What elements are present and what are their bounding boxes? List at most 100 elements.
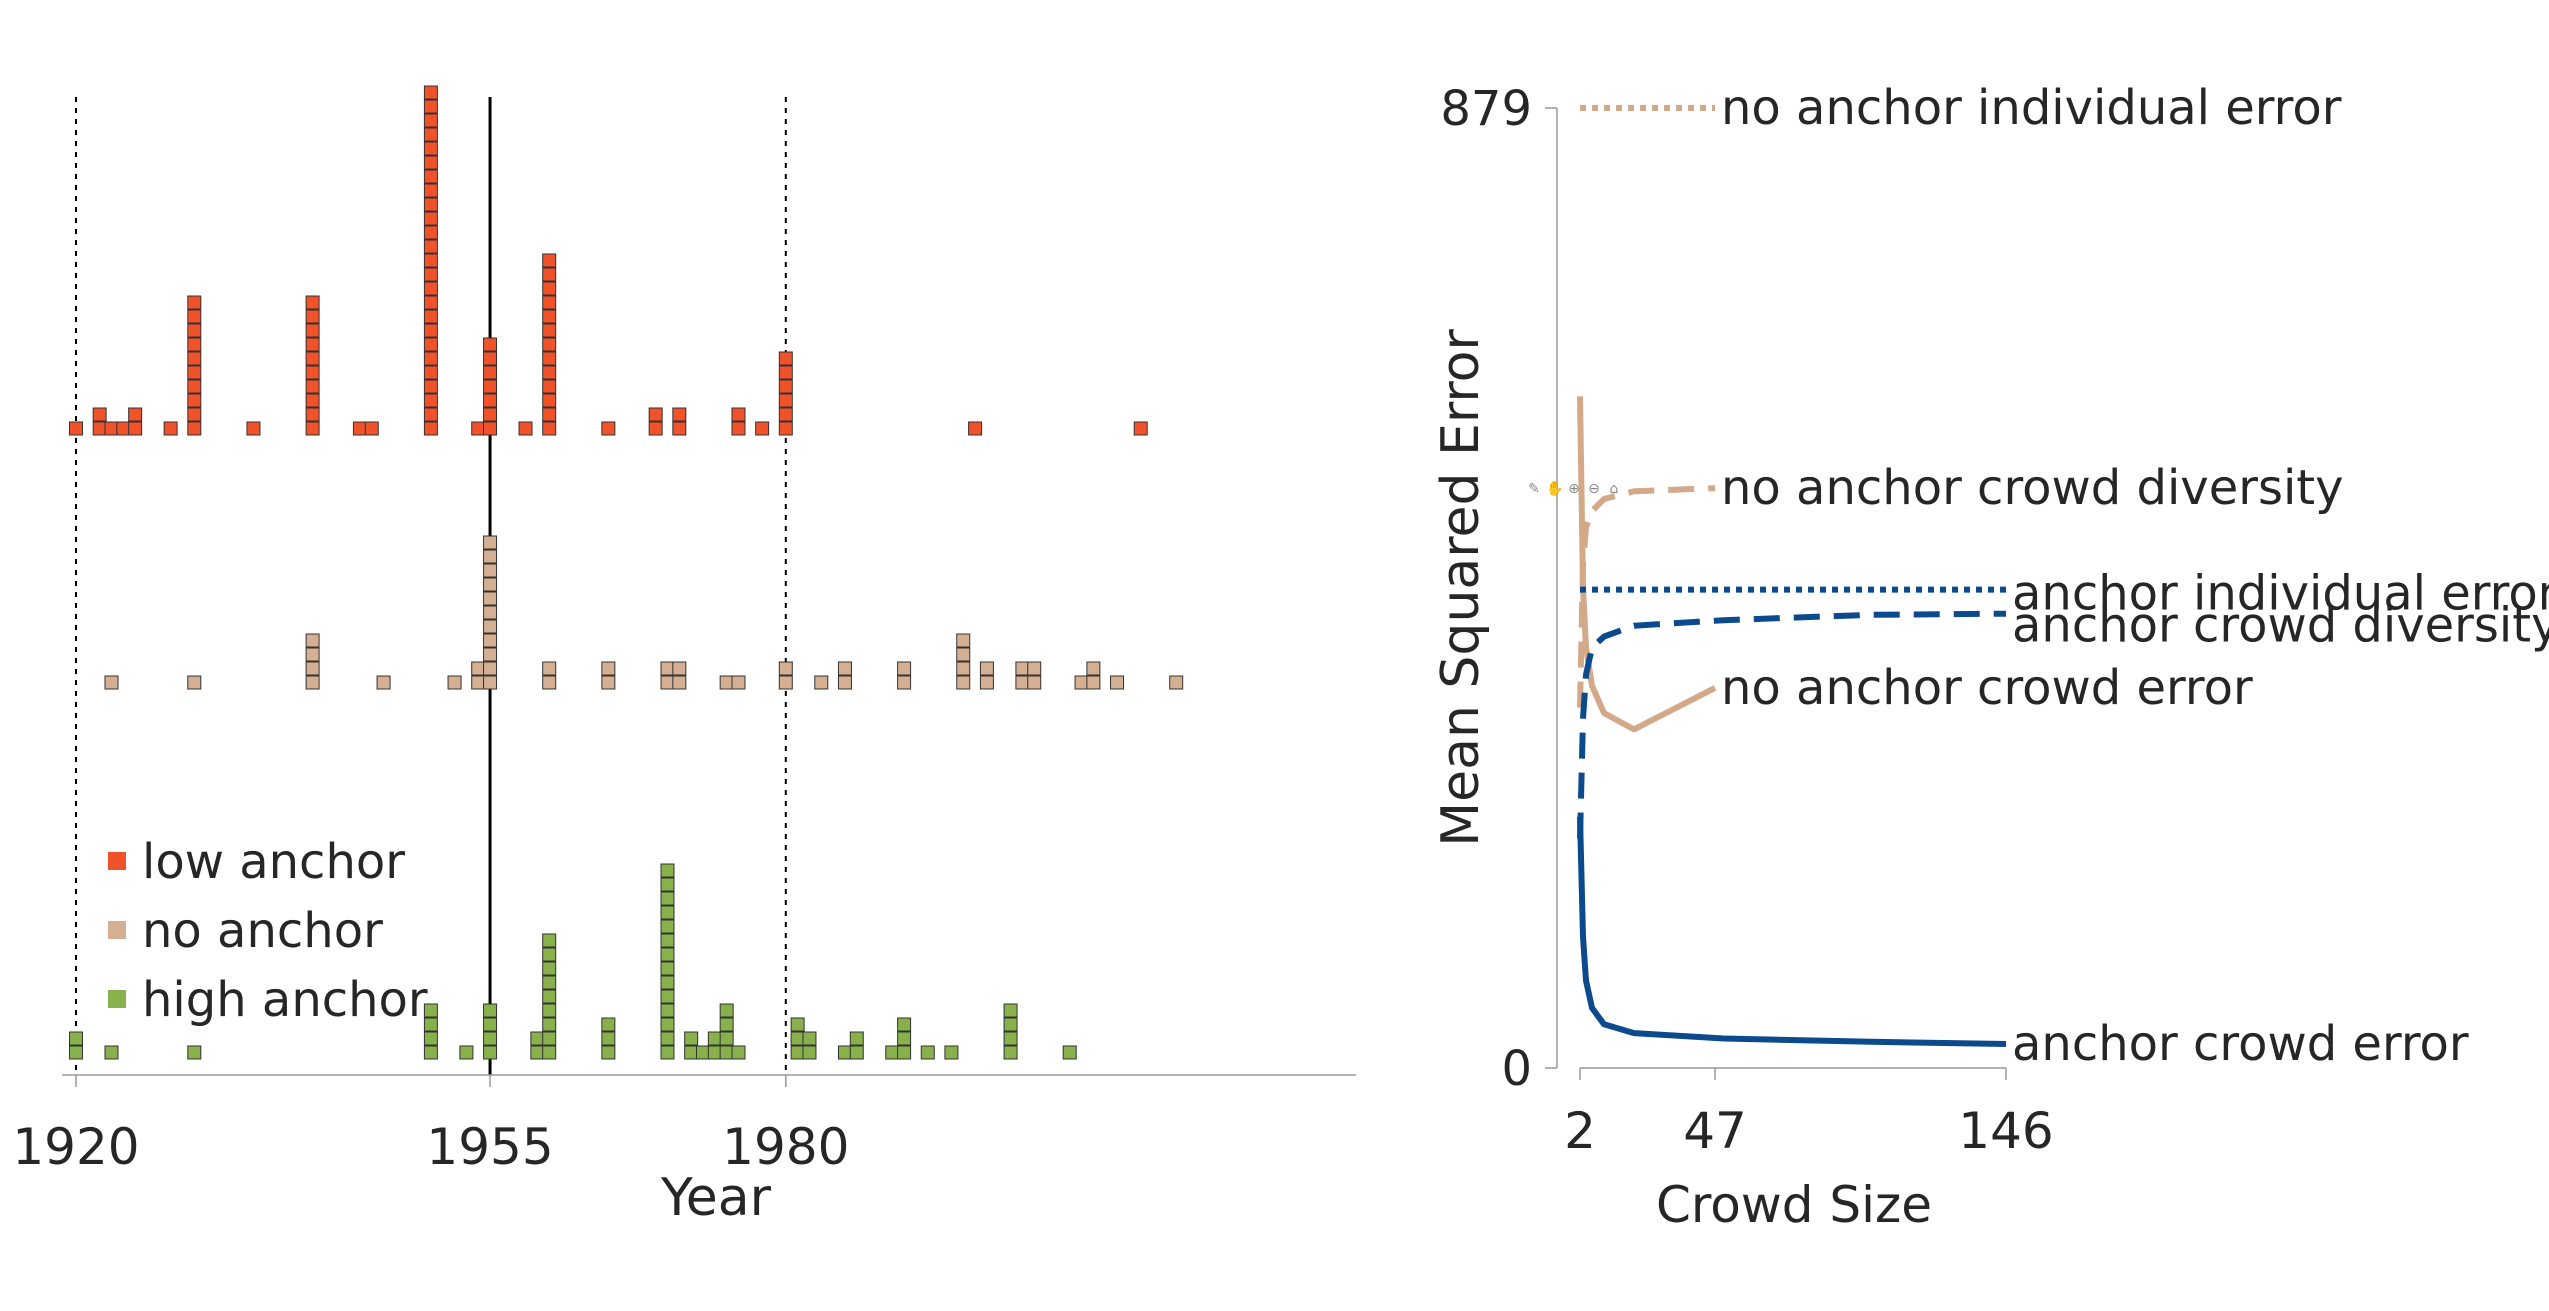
data-square [69, 1045, 83, 1060]
data-square [719, 675, 734, 690]
data-square [778, 351, 793, 366]
data-square [483, 351, 498, 366]
data-square [364, 421, 379, 436]
data-square [187, 323, 202, 338]
data-square [305, 675, 320, 690]
data-square [707, 1045, 722, 1060]
data-square [1003, 1017, 1018, 1032]
data-square [755, 421, 770, 436]
data-square [423, 141, 438, 156]
data-square [648, 407, 663, 422]
data-square [542, 661, 557, 676]
data-square [731, 407, 746, 422]
data-square [542, 933, 557, 948]
data-square [305, 393, 320, 408]
data-square [459, 1045, 474, 1060]
data-square [731, 675, 746, 690]
data-square [660, 989, 675, 1004]
data-square [660, 975, 675, 990]
series-line [1577, 610, 2007, 839]
data-square [542, 323, 557, 338]
home-icon[interactable]: ⌂ [1609, 481, 1619, 497]
data-square [1062, 1045, 1077, 1060]
data-square [731, 421, 746, 436]
data-square [483, 633, 498, 648]
data-square [601, 675, 616, 690]
data-square [423, 379, 438, 394]
data-square [897, 1031, 912, 1046]
data-square [542, 365, 557, 380]
data-square [423, 1017, 438, 1032]
data-square [542, 989, 557, 1004]
data-square [483, 577, 498, 592]
legend-label: no anchor [142, 903, 383, 959]
pan-icon[interactable]: ✋ [1546, 481, 1564, 497]
data-square [956, 633, 971, 648]
data-square [423, 169, 438, 184]
data-square [530, 1045, 545, 1060]
data-square [660, 661, 675, 676]
zoom-out-icon[interactable]: ⊖ [1588, 481, 1600, 497]
data-square [305, 309, 320, 324]
data-square [956, 661, 971, 676]
legend-swatch [108, 852, 126, 870]
data-square [790, 1031, 805, 1046]
data-square [542, 675, 557, 690]
data-square [423, 337, 438, 352]
data-square [92, 421, 107, 436]
data-square [956, 675, 971, 690]
data-square [601, 1031, 616, 1046]
data-square [1015, 661, 1030, 676]
data-square [660, 877, 675, 892]
data-square [483, 1017, 498, 1032]
data-square [542, 1031, 557, 1046]
data-square [778, 407, 793, 422]
data-square [423, 1045, 438, 1060]
brush-icon[interactable]: ✎ [1528, 481, 1540, 497]
zoom-in-icon[interactable]: ⊕ [1568, 481, 1580, 497]
data-square [542, 947, 557, 962]
data-square [423, 309, 438, 324]
data-square [423, 1031, 438, 1046]
data-square [187, 421, 202, 436]
data-square [305, 633, 320, 648]
data-square [802, 1045, 817, 1060]
data-square [719, 1045, 734, 1060]
data-square [423, 211, 438, 226]
x-tick-label: 1980 [722, 1118, 849, 1176]
legend-label: high anchor [142, 972, 428, 1028]
data-square [672, 421, 687, 436]
data-square [423, 155, 438, 170]
data-square [542, 351, 557, 366]
data-square [423, 183, 438, 198]
data-square [1169, 675, 1184, 690]
data-square [542, 267, 557, 282]
data-square [968, 421, 983, 436]
legend-swatch [108, 921, 126, 939]
axes-toolbar[interactable]: ✎ ✋ ⊕ ⊖ ⌂ [1526, 481, 1622, 497]
data-square [187, 407, 202, 422]
data-square [483, 421, 498, 436]
data-square [897, 675, 912, 690]
data-square [305, 421, 320, 436]
data-square [542, 253, 557, 268]
data-square [1133, 421, 1148, 436]
data-square [423, 393, 438, 408]
data-square [483, 535, 498, 550]
data-square [187, 309, 202, 324]
data-square [814, 675, 829, 690]
data-square [1015, 675, 1030, 690]
data-square [423, 323, 438, 338]
data-square [778, 421, 793, 436]
data-square [542, 281, 557, 296]
data-square [897, 1045, 912, 1060]
data-square [695, 1045, 710, 1060]
data-square [376, 675, 391, 690]
data-square [423, 113, 438, 128]
data-square [483, 563, 498, 578]
data-square [471, 661, 486, 676]
data-square [601, 1045, 616, 1060]
data-square [423, 99, 438, 114]
data-square [483, 549, 498, 564]
data-square [719, 1003, 734, 1018]
